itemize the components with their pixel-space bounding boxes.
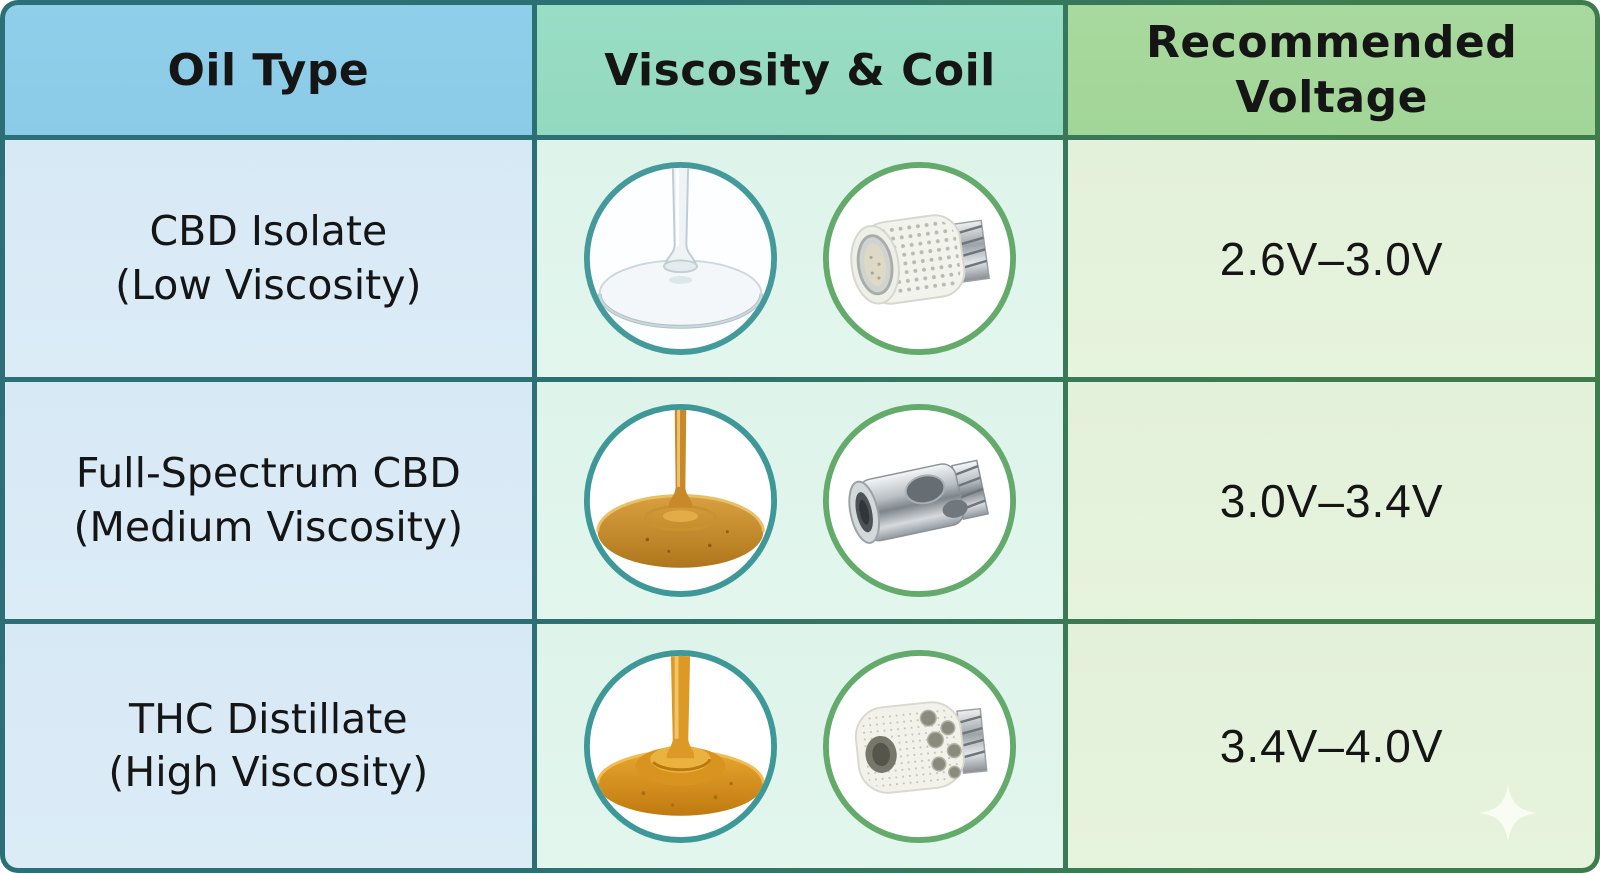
- row-3-voltage-value: 3.4V–4.0V: [1219, 720, 1444, 772]
- row-2-oil-type-cell: Full-Spectrum CBD (Medium Viscosity): [5, 382, 532, 619]
- row-3-viscosity-coil-cell: [536, 624, 1064, 868]
- porous-ceramic-coil-image: [822, 649, 1017, 843]
- row-2-oil-name: Full-Spectrum CBD: [75, 449, 461, 498]
- row-2-viscosity-coil-cell: [536, 382, 1064, 619]
- row-1-viscosity-coil-cell: [536, 140, 1064, 377]
- row-3-oil-type-cell: THC Distillate (High Viscosity): [5, 624, 532, 868]
- header-recommended-voltage-label: Recommended Voltage: [1146, 17, 1518, 123]
- row-1-voltage-value: 2.6V–3.0V: [1219, 232, 1444, 285]
- row-1-oil-type-cell: CBD Isolate (Low Viscosity): [5, 140, 532, 377]
- row-3-oil-name: THC Distillate: [129, 694, 408, 743]
- header-oil-type-label: Oil Type: [167, 44, 370, 96]
- row-2-voltage-value: 3.0V–3.4V: [1219, 474, 1444, 527]
- header-viscosity-coil: Viscosity & Coil: [536, 5, 1064, 135]
- thick-orange-liquid-image: [583, 649, 778, 843]
- clear-thin-liquid-image: [583, 161, 778, 356]
- row-1-viscosity-label: (Low Viscosity): [115, 260, 422, 309]
- row-1-oil-name: CBD Isolate: [149, 207, 388, 256]
- white-mesh-ceramic-coil-image: [822, 161, 1017, 356]
- row-3-voltage-cell: 3.4V–4.0V: [1068, 624, 1595, 868]
- row-1-voltage-cell: 2.6V–3.0V: [1068, 140, 1595, 377]
- header-viscosity-coil-label: Viscosity & Coil: [604, 44, 996, 96]
- row-3-viscosity-label: (High Viscosity): [108, 748, 429, 796]
- amber-medium-liquid-image: [583, 403, 778, 598]
- row-2-voltage-cell: 3.0V–3.4V: [1068, 382, 1595, 619]
- row-2-viscosity-label: (Medium Viscosity): [73, 502, 464, 551]
- sparkle-icon: [1479, 784, 1537, 842]
- header-oil-type: Oil Type: [5, 5, 532, 135]
- stainless-steel-coil-image: [822, 403, 1017, 598]
- header-recommended-voltage: Recommended Voltage: [1068, 5, 1595, 135]
